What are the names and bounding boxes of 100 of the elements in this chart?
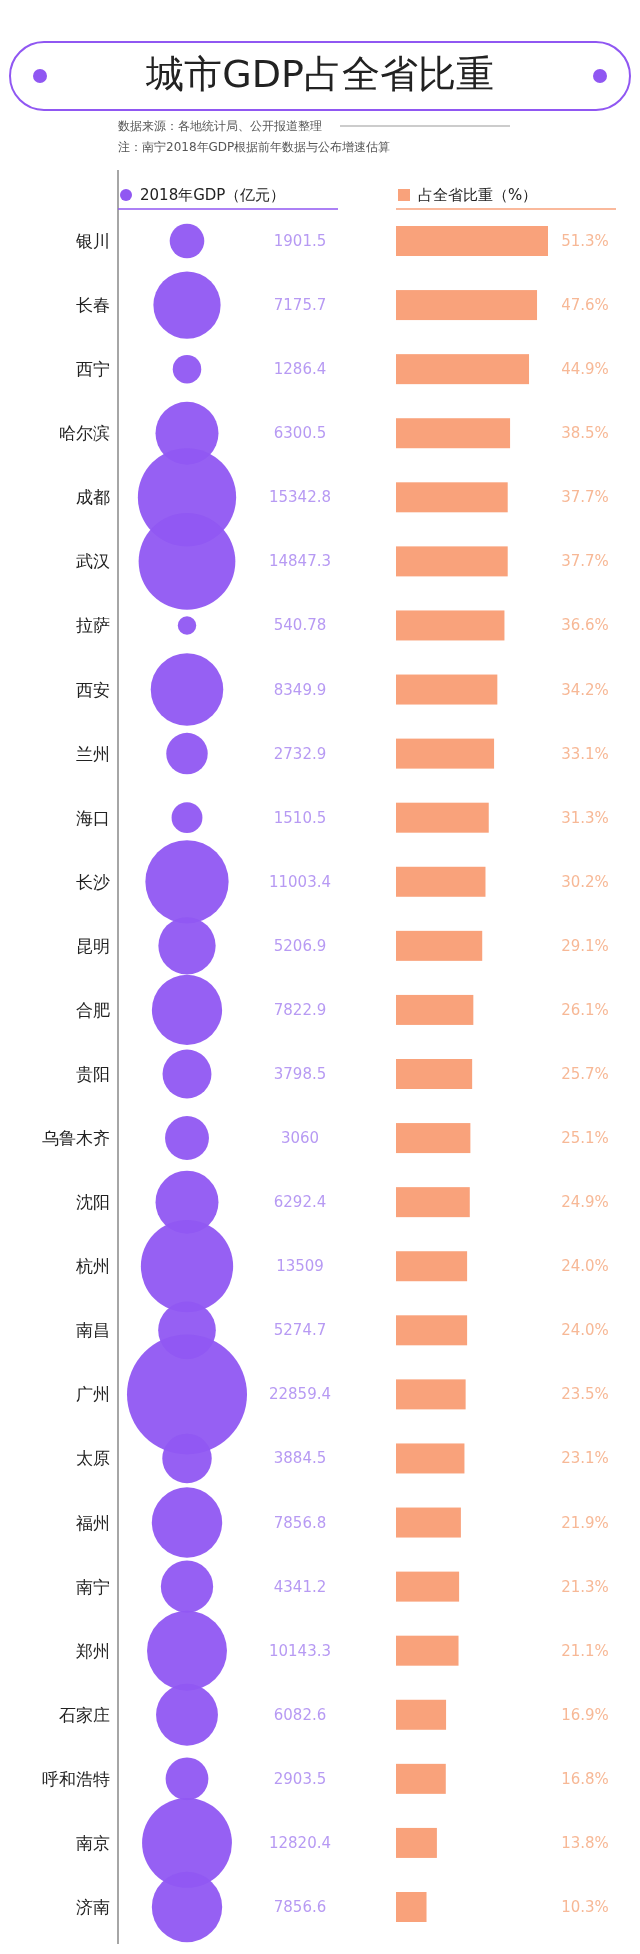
legend: 2018年GDP（亿元） [117,186,339,210]
data-label: 38.5% [561,424,609,443]
data-label: 31.3% [561,808,609,827]
bar [396,1699,447,1730]
bar [396,866,486,897]
data-label: 30.2% [561,872,609,891]
data-label: 7856.8 [273,1513,327,1532]
bar [396,802,489,833]
data-label: 16.8% [561,1769,609,1788]
data-label: 3798.5 [273,1065,327,1083]
bar [396,1059,473,1089]
bar [396,546,508,577]
bar [396,994,474,1025]
bar [396,354,530,385]
category-label: 太原 [76,1448,110,1469]
data-label: 21.3% [561,1577,609,1596]
bar [396,610,505,641]
data-label: 10.3% [561,1898,609,1916]
legend-label: 2018年GDP（亿元） [140,186,286,204]
category-label: 呼和浩特 [42,1768,110,1789]
data-label: 24.0% [561,1321,609,1340]
category-label: 成都 [76,487,110,508]
category-label: 广州 [76,1384,110,1405]
data-label: 1286.4 [273,360,327,379]
data-label: 12820.4 [268,1833,332,1852]
bar [396,738,495,769]
data-label: 15342.8 [268,488,332,507]
data-label: 47.6% [561,296,609,315]
data-label: 2732.9 [273,744,327,763]
bar [396,1763,446,1794]
data-label: 3060 [280,1129,320,1148]
data-label: 29.1% [561,936,609,955]
bar [396,290,538,321]
category-label: 郑州 [76,1640,110,1661]
bar [396,1315,468,1346]
bar [396,674,498,705]
data-label: 4341.2 [273,1577,327,1596]
data-label: 7175.7 [273,296,327,315]
category-label: 长沙 [76,871,110,892]
category-label: 杭州 [75,1256,110,1277]
source-note: 数据来源：各地统计局、公开报道整理 [118,119,322,133]
bar [396,1571,460,1602]
data-label: 14847.3 [268,552,332,571]
data-label: 33.1% [561,744,609,763]
data-label: 5274.7 [273,1321,327,1340]
data-label: 6082.6 [273,1705,327,1724]
bar [396,1635,459,1666]
text: 城市GDP占全省比重 [145,52,494,96]
bar [396,1827,437,1858]
data-label: 37.7% [561,488,609,507]
category-label: 乌鲁木齐 [42,1128,110,1149]
data-label: 21.1% [561,1641,609,1660]
category-label: 海口 [76,807,110,828]
data-label: 51.3% [561,232,609,250]
bar [396,418,511,449]
data-label: 37.7% [561,552,609,571]
category-label: 哈尔滨 [59,423,110,444]
data-label: 13509 [276,1257,324,1276]
data-label: 21.9% [561,1513,609,1532]
bar [396,1379,466,1410]
category-label: 南昌 [76,1320,110,1341]
data-label: 2903.5 [273,1769,327,1788]
data-label: 26.1% [561,1000,609,1019]
data-label: 6300.5 [273,424,327,443]
category-label: 西安 [76,679,110,700]
bar [396,1123,471,1154]
category-label: 沈阳 [76,1192,110,1213]
data-label: 6292.4 [273,1193,327,1212]
bar [396,1443,465,1474]
data-label: 10143.3 [268,1641,332,1660]
category-label: 银川 [75,231,110,251]
category-label: 合肥 [76,999,110,1020]
data-label: 25.1% [561,1129,609,1148]
data-label: 7822.9 [273,1000,327,1019]
data-label: 5206.9 [273,936,327,955]
category-label: 贵阳 [76,1064,110,1084]
category-label: 昆明 [76,935,110,956]
category-label: 石家庄 [59,1704,110,1725]
data-label: 23.5% [561,1385,609,1404]
data-label: 1510.5 [273,808,327,827]
data-label: 11003.4 [268,872,332,891]
data-label: 25.7% [561,1065,609,1083]
data-label: 13.8% [561,1833,609,1852]
data-label: 1901.5 [273,232,327,250]
data-label: 44.9% [561,360,609,379]
data-label: 7856.6 [273,1898,327,1916]
category-label: 南京 [76,1832,110,1853]
data-label: 34.2% [561,680,609,699]
category-label: 西宁 [76,359,110,380]
data-label: 22859.4 [268,1385,332,1404]
data-label: 540.78 [273,616,327,635]
category-label: 长春 [76,295,110,316]
bar [396,930,483,961]
legend-label: 占全省比重（%） [418,186,538,204]
category-label: 兰州 [76,743,110,764]
bar [396,482,508,513]
data-label: 3884.5 [273,1449,327,1468]
bar [396,226,548,256]
bar [396,1892,427,1922]
category-label: 福州 [76,1512,110,1533]
